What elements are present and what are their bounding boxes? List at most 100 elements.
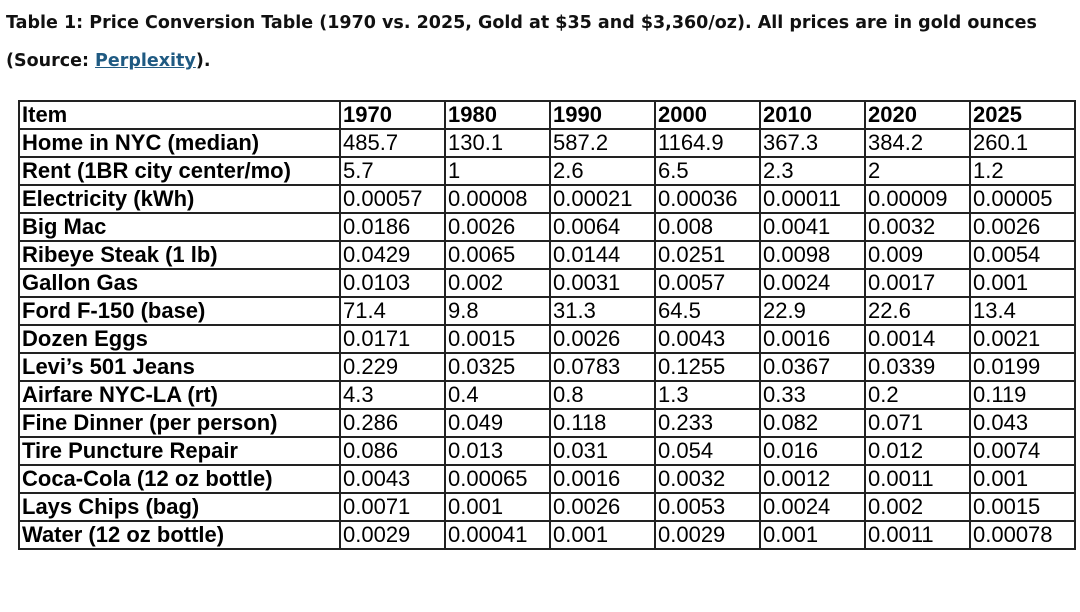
price-cell: 0.0026 bbox=[444, 212, 551, 242]
price-cell: 0.0015 bbox=[444, 324, 551, 354]
table-row: Airfare NYC-LA (rt) 4.3 0.4 0.8 1.3 0.33 0.2 0.… bbox=[18, 380, 1076, 410]
column-header-item: Item bbox=[18, 100, 341, 130]
column-header-year: 1980 bbox=[444, 100, 551, 130]
price-cell: 0.001 bbox=[759, 520, 866, 550]
price-cell: 0.0043 bbox=[339, 464, 446, 494]
price-cell: 0.286 bbox=[339, 408, 446, 438]
price-cell: 0.00011 bbox=[759, 184, 866, 214]
price-cell: 0.00078 bbox=[969, 520, 1076, 550]
row-item-label: Airfare NYC-LA (rt) bbox=[18, 380, 341, 410]
row-item-label: Levi’s 501 Jeans bbox=[18, 352, 341, 382]
price-cell: 0.229 bbox=[339, 352, 446, 382]
price-cell: 0.0339 bbox=[864, 352, 971, 382]
price-cell: 0.0012 bbox=[759, 464, 866, 494]
price-cell: 0.00005 bbox=[969, 184, 1076, 214]
price-cell: 0.118 bbox=[549, 408, 656, 438]
price-cell: 0.0251 bbox=[654, 240, 761, 270]
price-cell: 0.0065 bbox=[444, 240, 551, 270]
column-header-year: 2000 bbox=[654, 100, 761, 130]
price-cell: 260.1 bbox=[969, 128, 1076, 158]
price-cell: 0.00057 bbox=[339, 184, 446, 214]
row-item-label: Dozen Eggs bbox=[18, 324, 341, 354]
price-cell: 0.054 bbox=[654, 436, 761, 466]
price-cell: 587.2 bbox=[549, 128, 656, 158]
table-row: Big Mac 0.0186 0.0026 0.0064 0.008 0.0041 0.00… bbox=[18, 212, 1076, 242]
caption-text-end: ). bbox=[195, 51, 211, 71]
price-cell: 0.002 bbox=[864, 492, 971, 522]
price-cell: 0.002 bbox=[444, 268, 551, 298]
price-cell: 0.233 bbox=[654, 408, 761, 438]
table-row: Gallon Gas 0.0103 0.002 0.0031 0.0057 0.0024 0… bbox=[18, 268, 1076, 298]
table-header-row: Item 1970 1980 1990 2000 2010 2020 2025 bbox=[18, 100, 1076, 130]
price-cell: 0.0171 bbox=[339, 324, 446, 354]
price-cell: 2.6 bbox=[549, 156, 656, 186]
price-cell: 0.00021 bbox=[549, 184, 656, 214]
price-cell: 0.082 bbox=[759, 408, 866, 438]
price-cell: 4.3 bbox=[339, 380, 446, 410]
price-cell: 0.0054 bbox=[969, 240, 1076, 270]
price-conversion-table: Item 1970 1980 1990 2000 2010 2020 2025 Home in … bbox=[18, 100, 1076, 550]
table-row: Dozen Eggs 0.0171 0.0015 0.0026 0.0043 0.0016… bbox=[18, 324, 1076, 354]
column-header-year: 2010 bbox=[759, 100, 866, 130]
price-cell: 31.3 bbox=[549, 296, 656, 326]
price-cell: 384.2 bbox=[864, 128, 971, 158]
price-cell: 0.4 bbox=[444, 380, 551, 410]
price-cell: 9.8 bbox=[444, 296, 551, 326]
row-item-label: Big Mac bbox=[18, 212, 341, 242]
price-cell: 0.012 bbox=[864, 436, 971, 466]
price-cell: 1 bbox=[444, 156, 551, 186]
price-cell: 0.0783 bbox=[549, 352, 656, 382]
price-cell: 6.5 bbox=[654, 156, 761, 186]
price-cell: 1164.9 bbox=[654, 128, 761, 158]
price-cell: 0.0064 bbox=[549, 212, 656, 242]
price-cell: 2 bbox=[864, 156, 971, 186]
table-caption: Table 1: Price Conversion Table (1970 vs… bbox=[6, 4, 1066, 80]
price-cell: 0.0011 bbox=[864, 520, 971, 550]
row-item-label: Rent (1BR city center/mo) bbox=[18, 156, 341, 186]
price-cell: 0.2 bbox=[864, 380, 971, 410]
price-cell: 0.0011 bbox=[864, 464, 971, 494]
table-row: Fine Dinner (per person) 0.286 0.049 0.118 0… bbox=[18, 408, 1076, 438]
price-cell: 0.001 bbox=[444, 492, 551, 522]
table-row: Coca-Cola (12 oz bottle) 0.0043 0.00065 0.0… bbox=[18, 464, 1076, 494]
price-cell: 0.0024 bbox=[759, 492, 866, 522]
price-cell: 0.0144 bbox=[549, 240, 656, 270]
price-cell: 0.0029 bbox=[654, 520, 761, 550]
price-cell: 0.119 bbox=[969, 380, 1076, 410]
price-cell: 0.001 bbox=[549, 520, 656, 550]
price-cell: 0.1255 bbox=[654, 352, 761, 382]
price-cell: 0.043 bbox=[969, 408, 1076, 438]
price-cell: 0.071 bbox=[864, 408, 971, 438]
row-item-label: Ford F-150 (base) bbox=[18, 296, 341, 326]
price-cell: 367.3 bbox=[759, 128, 866, 158]
price-cell: 0.0429 bbox=[339, 240, 446, 270]
price-cell: 0.0041 bbox=[759, 212, 866, 242]
price-cell: 0.0014 bbox=[864, 324, 971, 354]
price-cell: 0.0029 bbox=[339, 520, 446, 550]
table-row: Water (12 oz bottle) 0.0029 0.00041 0.001 0.… bbox=[18, 520, 1076, 550]
price-cell: 22.6 bbox=[864, 296, 971, 326]
price-cell: 0.0016 bbox=[759, 324, 866, 354]
price-cell: 0.0074 bbox=[969, 436, 1076, 466]
price-cell: 0.086 bbox=[339, 436, 446, 466]
table-row: Ford F-150 (base) 71.4 9.8 31.3 64.5 22.9 22.6… bbox=[18, 296, 1076, 326]
column-header-year: 1970 bbox=[339, 100, 446, 130]
price-cell: 0.009 bbox=[864, 240, 971, 270]
table-row: Lays Chips (bag) 0.0071 0.001 0.0026 0.0053 0… bbox=[18, 492, 1076, 522]
row-item-label: Coca-Cola (12 oz bottle) bbox=[18, 464, 341, 494]
price-cell: 0.00009 bbox=[864, 184, 971, 214]
price-cell: 0.0103 bbox=[339, 268, 446, 298]
table-row: Levi’s 501 Jeans 0.229 0.0325 0.0783 0.1255 0… bbox=[18, 352, 1076, 382]
price-cell: 0.0057 bbox=[654, 268, 761, 298]
price-cell: 5.7 bbox=[339, 156, 446, 186]
price-cell: 0.33 bbox=[759, 380, 866, 410]
price-cell: 0.0325 bbox=[444, 352, 551, 382]
row-item-label: Water (12 oz bottle) bbox=[18, 520, 341, 550]
row-item-label: Tire Puncture Repair bbox=[18, 436, 341, 466]
price-cell: 0.00041 bbox=[444, 520, 551, 550]
source-link[interactable]: Perplexity bbox=[95, 51, 196, 71]
price-cell: 71.4 bbox=[339, 296, 446, 326]
table-body: Item 1970 1980 1990 2000 2010 2020 2025 Home in … bbox=[18, 100, 1076, 550]
price-cell: 0.0026 bbox=[969, 212, 1076, 242]
price-cell: 0.0043 bbox=[654, 324, 761, 354]
